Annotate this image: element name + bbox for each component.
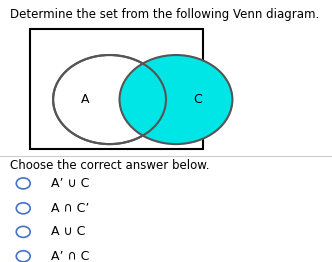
- Text: Choose the correct answer below.: Choose the correct answer below.: [10, 159, 209, 172]
- Circle shape: [53, 55, 166, 144]
- Text: Determine the set from the following Venn diagram.: Determine the set from the following Ven…: [10, 8, 319, 21]
- Text: A’ ∪ C: A’ ∪ C: [51, 177, 90, 190]
- Text: A: A: [80, 93, 89, 106]
- Text: A ∩ C’: A ∩ C’: [51, 202, 90, 215]
- Text: A ∪ C: A ∪ C: [51, 225, 86, 238]
- Circle shape: [120, 55, 232, 144]
- Circle shape: [16, 251, 30, 262]
- Text: A’ ∩ C: A’ ∩ C: [51, 250, 90, 262]
- Circle shape: [16, 226, 30, 237]
- Circle shape: [16, 178, 30, 189]
- FancyBboxPatch shape: [30, 29, 203, 149]
- Circle shape: [16, 203, 30, 214]
- Text: C: C: [193, 93, 202, 106]
